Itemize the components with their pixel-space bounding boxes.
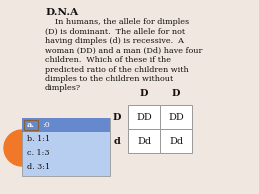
Text: D: D bbox=[140, 89, 148, 98]
Bar bbox=[128, 105, 160, 129]
Text: D.N.A: D.N.A bbox=[45, 8, 78, 17]
Text: predicted ratio of the children with: predicted ratio of the children with bbox=[45, 66, 189, 74]
Text: d. 3:1: d. 3:1 bbox=[27, 163, 50, 171]
Text: (D) is dominant.  The allele for not: (D) is dominant. The allele for not bbox=[45, 28, 185, 36]
Text: a.: a. bbox=[27, 121, 35, 129]
Text: Dd: Dd bbox=[137, 137, 151, 146]
Bar bbox=[160, 105, 192, 129]
Text: woman (DD) and a man (Dd) have four: woman (DD) and a man (Dd) have four bbox=[45, 47, 202, 55]
Bar bbox=[160, 129, 192, 153]
Text: :0: :0 bbox=[42, 121, 50, 129]
Text: DD: DD bbox=[136, 113, 152, 121]
Text: D: D bbox=[113, 113, 121, 121]
Bar bbox=[24, 120, 38, 130]
Text: DD: DD bbox=[168, 113, 184, 121]
Text: dimples?: dimples? bbox=[45, 85, 81, 93]
Text: Dd: Dd bbox=[169, 137, 183, 146]
Bar bbox=[22, 118, 110, 176]
Circle shape bbox=[4, 130, 40, 166]
Text: dimples to the children without: dimples to the children without bbox=[45, 75, 173, 83]
Text: having dimples (d) is recessive.  A: having dimples (d) is recessive. A bbox=[45, 37, 184, 45]
Text: D: D bbox=[172, 89, 180, 98]
Text: d: d bbox=[114, 137, 121, 146]
Text: b. 1:1: b. 1:1 bbox=[27, 135, 50, 143]
Text: c. 1:3: c. 1:3 bbox=[27, 149, 49, 157]
Bar bbox=[128, 129, 160, 153]
Text: In humans, the allele for dimples: In humans, the allele for dimples bbox=[45, 18, 189, 26]
Text: children.  Which of these if the: children. Which of these if the bbox=[45, 56, 171, 64]
Bar bbox=[22, 118, 110, 132]
